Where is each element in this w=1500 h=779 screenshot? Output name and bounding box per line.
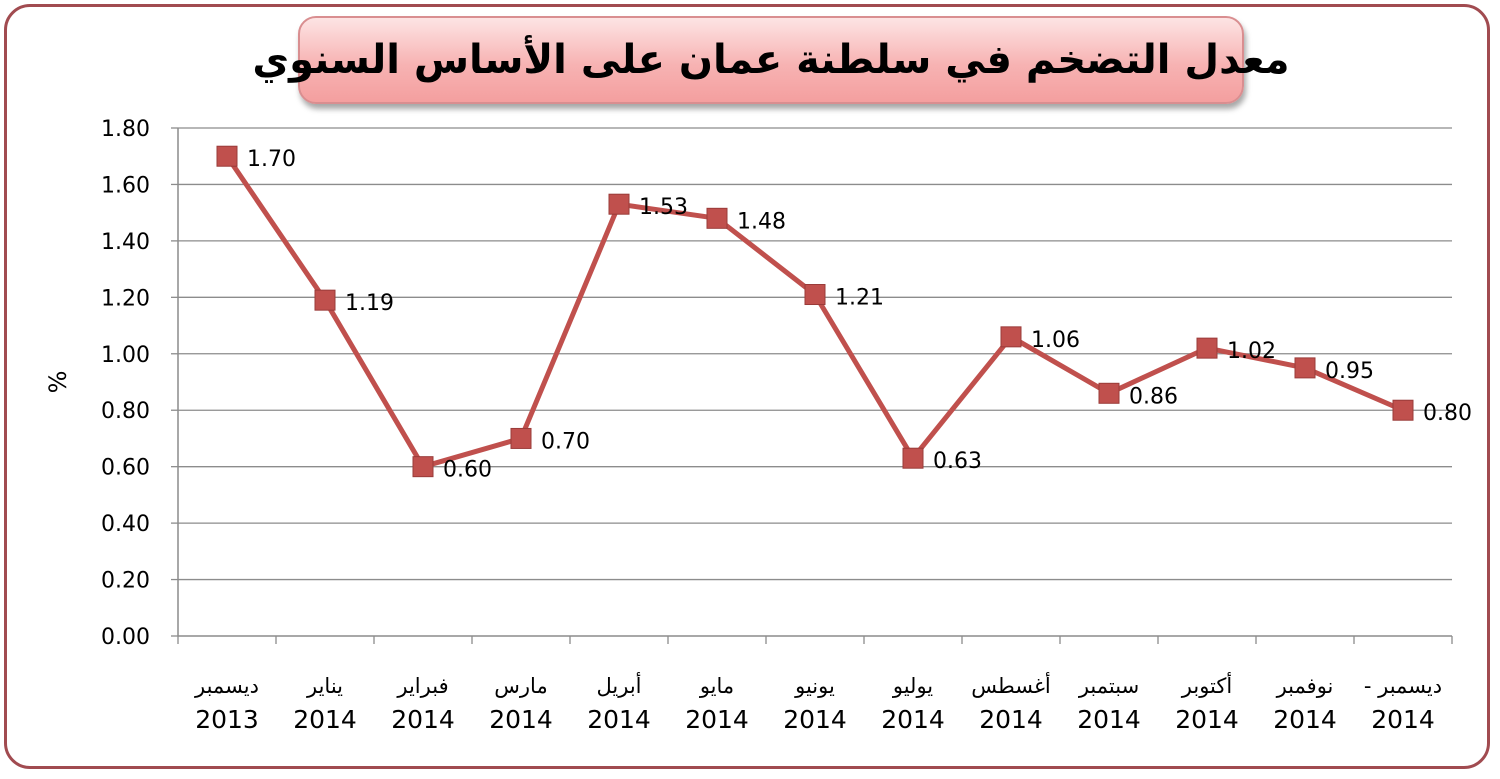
x-tick-label-month: ديسمبر	[194, 674, 259, 698]
y-tick-label: 1.40	[101, 230, 150, 255]
data-point-marker	[608, 193, 630, 215]
chart-title: معدل التضخم في سلطنة عمان على الأساس الس…	[252, 37, 1290, 83]
y-axis-label: %	[44, 371, 72, 394]
x-tick-label-month: نوفمبر	[1276, 674, 1334, 698]
x-tick-label-month: أبريل	[596, 672, 641, 698]
y-tick-label: 1.80	[101, 117, 150, 142]
x-tick-label-year: 2014	[979, 705, 1043, 734]
data-point-marker	[902, 447, 924, 469]
x-tick-label-year: 2014	[881, 705, 945, 734]
x-tick-labels: ديسمبر 2013 يناير 2014 فبراير 2014 مارس 2014 أبر…	[194, 672, 1442, 734]
x-tick-label-month: ديسمبر -	[1364, 674, 1442, 698]
data-label: 1.53	[639, 195, 688, 220]
x-tick-label-year: 2013	[195, 705, 259, 734]
x-tick-label-year: 2014	[391, 705, 455, 734]
data-label: 1.06	[1031, 328, 1080, 353]
x-tick-label-month: سبتمبر	[1078, 674, 1139, 698]
data-label: 1.19	[345, 291, 394, 316]
x-tick-label-year: 2014	[783, 705, 847, 734]
data-labels: 1.70 1.19 0.60 0.70 1.53 1.48 1.21 0.63 1.06 0.86…	[247, 147, 1472, 482]
data-point-marker	[706, 207, 728, 229]
x-tick-label-year: 2014	[293, 705, 357, 734]
data-point-marker	[804, 284, 826, 306]
x-tick-label-month: يوليو	[892, 674, 933, 698]
y-tick-label: 1.20	[101, 286, 150, 311]
data-label: 0.70	[541, 429, 590, 454]
x-tick-label-month: مايو	[699, 674, 734, 698]
data-point-marker	[314, 289, 336, 311]
x-tick-label-year: 2014	[685, 705, 749, 734]
y-tick-label: 0.80	[101, 399, 150, 424]
data-label: 0.86	[1129, 384, 1178, 409]
data-label: 1.48	[737, 209, 786, 234]
data-point-marker	[1098, 382, 1120, 404]
x-tick-label-year: 2014	[1077, 705, 1141, 734]
y-tick-label: 0.20	[101, 569, 150, 594]
data-label: 1.02	[1227, 339, 1276, 364]
data-markers	[216, 145, 1414, 478]
x-tick-label-month: فبراير	[396, 674, 448, 698]
data-label: 0.80	[1423, 401, 1472, 426]
series-line	[224, 154, 1404, 470]
x-tick-label-month: يناير	[306, 674, 343, 698]
x-tick-label-year: 2014	[1371, 705, 1435, 734]
data-point-marker	[1000, 326, 1022, 348]
data-point-marker	[412, 456, 434, 478]
x-tick-label-month: أكتوبر	[1181, 672, 1232, 698]
series-line-group	[224, 154, 1404, 470]
x-tick-label-year: 2014	[587, 705, 651, 734]
data-point-marker	[510, 427, 532, 449]
data-point-marker	[216, 145, 238, 167]
y-tick-label: 0.60	[101, 456, 150, 481]
x-tick-label-year: 2014	[489, 705, 553, 734]
data-label: 1.70	[247, 147, 296, 172]
y-tick-label: 0.40	[101, 512, 150, 537]
axes	[171, 127, 1453, 644]
y-tick-labels: 0.00 0.20 0.40 0.60 0.80 1.00 1.20 1.40 1.60 1.80	[101, 117, 150, 650]
x-tick-label-year: 2014	[1273, 705, 1337, 734]
y-tick-label: 0.00	[101, 625, 150, 650]
y-tick-label: 1.60	[101, 173, 150, 198]
data-label: 0.95	[1325, 359, 1374, 384]
chart-frame	[4, 4, 1490, 769]
data-label: 0.63	[933, 449, 982, 474]
chart-title-box: معدل التضخم في سلطنة عمان على الأساس الس…	[252, 16, 1290, 104]
x-tick-label-month: أغسطس	[971, 672, 1051, 698]
x-tick-label-year: 2014	[1175, 705, 1239, 734]
y-tick-label: 1.00	[101, 343, 150, 368]
data-point-marker	[1392, 399, 1414, 421]
x-tick-label-month: يونيو	[794, 674, 835, 698]
data-label: 1.21	[835, 286, 884, 311]
data-point-marker	[1294, 357, 1316, 379]
data-point-marker	[1196, 337, 1218, 359]
data-label: 0.60	[443, 458, 492, 483]
x-tick-label-month: مارس	[494, 674, 547, 698]
